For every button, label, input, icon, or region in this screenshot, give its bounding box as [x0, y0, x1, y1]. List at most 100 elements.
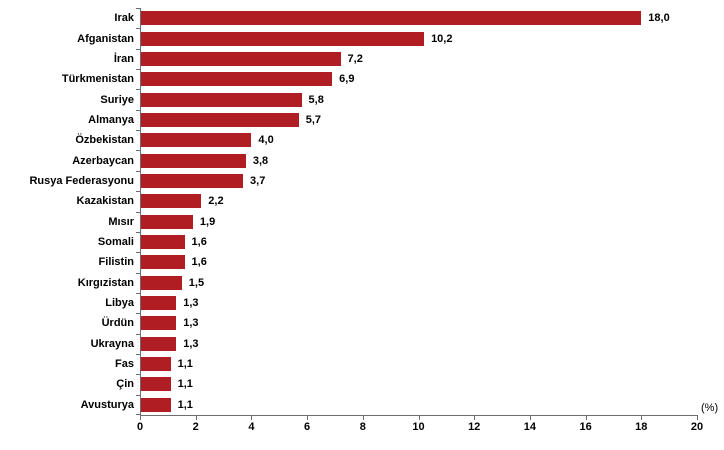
bar: [140, 234, 185, 249]
value-label: 5,7: [305, 113, 322, 126]
value-label: 18,0: [648, 12, 670, 25]
bar-track: 1,3: [140, 293, 697, 313]
category-label: Rusya Federasyonu: [29, 174, 134, 187]
category-label: Afganistan: [77, 32, 134, 45]
bar-track: 1,6: [140, 252, 697, 272]
category-label: Kırgızistan: [77, 276, 134, 289]
bar: [140, 316, 177, 331]
category-label: Suriye: [100, 93, 134, 106]
y-tick-mark: [136, 353, 140, 355]
x-tick-mark: [474, 416, 476, 420]
value-label: 5,8: [308, 93, 324, 106]
y-tick-mark: [136, 28, 140, 30]
bar-track: 5,7: [140, 110, 697, 130]
x-axis-unit-label: (%): [701, 402, 719, 414]
bar-rows: Irak 18,0 Afganistan 10,2 İran 7,2 Türkmenista…: [0, 8, 697, 415]
category-label: Azerbaycan: [72, 154, 134, 167]
category-label: Kazakistan: [76, 195, 134, 208]
category-label: Irak: [114, 12, 134, 25]
bar-track: 1,3: [140, 313, 697, 333]
bar-track: 3,8: [140, 150, 697, 170]
y-tick-mark: [136, 272, 140, 274]
bar: [140, 133, 252, 148]
y-tick-mark: [136, 211, 140, 213]
value-label: 1,3: [183, 317, 199, 330]
y-tick-mark: [136, 150, 140, 152]
bar-row: Çin 1,1: [0, 374, 697, 394]
value-label: 1,3: [183, 296, 199, 309]
x-tick-label: 0: [136, 421, 144, 433]
value-label: 1,1: [177, 378, 193, 391]
value-label: 1,5: [188, 276, 205, 289]
value-label: 3,8: [252, 154, 269, 167]
category-label: Ukrayna: [90, 337, 134, 350]
x-tick-label: 6: [304, 421, 311, 433]
category-label: Somali: [97, 235, 134, 248]
bar: [140, 153, 246, 168]
value-label: 3,7: [250, 174, 266, 187]
x-axis-line: [140, 415, 698, 416]
x-tick-label: 14: [523, 421, 537, 433]
bar: [140, 397, 171, 412]
bar-track: 4,0: [140, 130, 697, 150]
category-label: Filistin: [98, 256, 134, 269]
bar-row: Filistin 1,6: [0, 252, 697, 272]
value-label: 1,3: [183, 337, 199, 350]
bar: [140, 173, 244, 188]
x-tick-label: 18: [635, 421, 648, 433]
bar: [140, 255, 185, 270]
bar: [140, 377, 171, 392]
x-tick-label: 2: [192, 421, 199, 433]
category-label: Türkmenistan: [61, 73, 134, 86]
x-axis-labels: 0 2 4 6 8 10 12 14 16 18 20: [136, 421, 703, 435]
x-tick-mark: [140, 416, 141, 420]
bar-track: 1,5: [140, 272, 697, 292]
y-tick-mark: [136, 394, 140, 396]
x-tick-mark: [529, 416, 531, 420]
bar-track: 1,1: [140, 395, 697, 415]
y-tick-mark: [136, 191, 140, 193]
bar-row: Türkmenistan 6,9: [0, 69, 697, 89]
bar-row: Afganistan 10,2: [0, 28, 697, 48]
y-tick-mark: [136, 374, 140, 376]
bar: [140, 295, 177, 310]
x-axis-ticks: [140, 416, 698, 421]
bar-row: Mısır 1,9: [0, 211, 697, 231]
category-label: İran: [113, 52, 134, 65]
x-tick-mark: [697, 416, 698, 420]
bar: [140, 112, 299, 127]
x-tick-label: 12: [468, 421, 481, 433]
category-label: Libya: [105, 296, 134, 309]
category-label: Fas: [115, 358, 134, 371]
bar: [140, 336, 177, 351]
bar-track: 10,2: [140, 28, 697, 48]
y-tick-mark: [136, 69, 140, 71]
value-label: 10,2: [431, 32, 453, 45]
x-tick-label: 10: [412, 421, 425, 433]
bar: [140, 72, 333, 87]
y-tick-mark: [136, 48, 140, 50]
bar-row: Avusturya 1,1: [0, 395, 697, 415]
bar-track: 6,9: [140, 69, 697, 89]
bar-row: Özbekistan 4,0: [0, 130, 697, 150]
value-label: 7,2: [347, 52, 363, 65]
x-tick-mark: [195, 416, 197, 420]
bar-track: 1,6: [140, 232, 697, 252]
y-tick-mark: [136, 109, 140, 111]
category-label: Mısır: [108, 215, 134, 228]
bar-row: Irak 18,0: [0, 8, 697, 28]
bar-row: Somali 1,6: [0, 232, 697, 252]
bar-row: Rusya Federasyonu 3,7: [0, 171, 697, 191]
x-tick-mark: [362, 416, 364, 420]
bar: [140, 214, 193, 229]
bar-row: Almanya 5,7: [0, 110, 697, 130]
x-tick-label: 16: [579, 421, 592, 433]
y-tick-mark: [136, 333, 140, 335]
value-label: 1,6: [191, 235, 207, 248]
bar: [140, 31, 425, 46]
bar-row: Ürdün 1,3: [0, 313, 697, 333]
y-tick-mark: [136, 231, 140, 233]
x-tick-label: 20: [690, 421, 704, 433]
bar-row: Fas 1,1: [0, 354, 697, 374]
